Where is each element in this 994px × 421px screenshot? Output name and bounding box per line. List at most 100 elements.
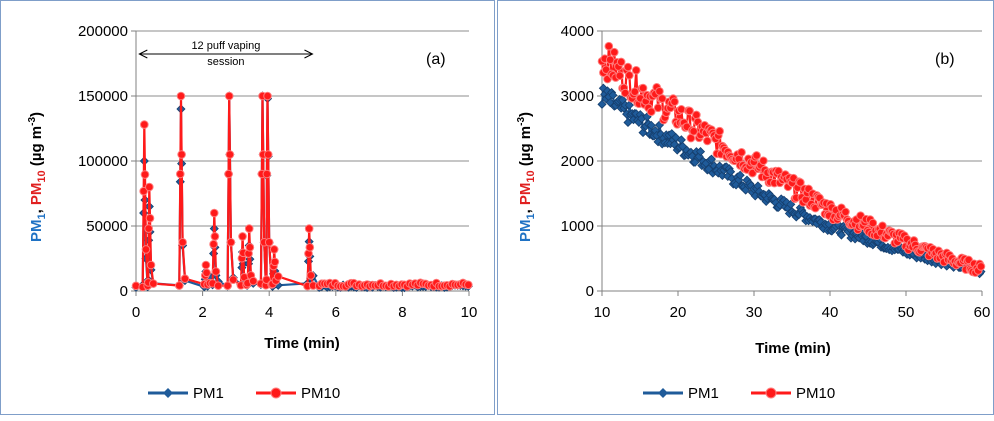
- x-tick-label: 10: [594, 304, 611, 321]
- y-tick-label: 2000: [561, 153, 594, 170]
- pm10-point: [174, 281, 184, 290]
- ylabel-pm1-sub-b: 1: [525, 213, 537, 219]
- y-axis-title-a: PM1, PM10 (µg m-3): [27, 112, 48, 242]
- pm1-point: [624, 100, 634, 110]
- pm10-point: [841, 207, 850, 217]
- legend-pm1-label: PM1: [193, 385, 224, 402]
- y-tick-label: 50000: [86, 218, 128, 235]
- pm10-point: [653, 103, 663, 113]
- pm10-point: [176, 91, 186, 101]
- pm10-point: [306, 271, 316, 280]
- x-tick-label: 0: [132, 304, 140, 321]
- legend-pm10-marker: [765, 387, 777, 399]
- pm10-point: [715, 126, 724, 136]
- pm10-point: [210, 232, 220, 241]
- ylabel-comma-a: ,: [28, 205, 45, 213]
- pm10-point: [631, 65, 641, 75]
- y-tick-label: 150000: [78, 88, 128, 105]
- pm10-point: [796, 178, 805, 187]
- pm10-point: [177, 150, 186, 159]
- y-tick-label: 3000: [561, 88, 594, 105]
- ylabel-units-a: (µg m: [28, 126, 45, 170]
- arrow-right-icon: [304, 49, 314, 59]
- pm10-point: [146, 260, 156, 270]
- ylabel-pm10-b: PM: [517, 183, 534, 206]
- pm10-point: [646, 107, 656, 116]
- panel-label-a: (a): [426, 51, 446, 68]
- pm10-point: [211, 267, 221, 276]
- ylabel-pm1-a: PM: [28, 220, 45, 243]
- pm10-point: [610, 47, 619, 57]
- pm10-point: [269, 245, 279, 254]
- pm10-point: [244, 224, 254, 233]
- x-tick-label: 50: [898, 304, 915, 321]
- pm10-point: [238, 232, 247, 241]
- pm10-point: [140, 170, 150, 179]
- y-tick-label: 200000: [78, 23, 128, 40]
- pm10-point: [175, 169, 185, 179]
- x-tick-label: 4: [265, 304, 273, 321]
- pm10-point: [270, 257, 280, 267]
- pm10-point: [677, 105, 686, 114]
- pm10-point: [604, 41, 614, 51]
- pm10-point: [670, 97, 679, 107]
- pm10-point: [263, 150, 273, 159]
- pm10-point: [616, 57, 626, 67]
- x-axis-title-a: Time (min): [264, 335, 340, 352]
- pm10-point: [141, 245, 151, 254]
- ylabel-sup-b: -3: [516, 117, 527, 126]
- x-tick-label: 60: [974, 304, 991, 321]
- pm10-point: [703, 136, 712, 146]
- pm10-point: [273, 272, 283, 281]
- ylabel-sup-a: -3: [27, 117, 38, 126]
- pm1-point: [695, 147, 706, 157]
- pm10-point: [224, 169, 233, 179]
- pm10-point: [223, 281, 232, 290]
- pm1-point: [608, 90, 618, 100]
- pm10-point: [759, 156, 768, 166]
- legend-pm10-label: PM10: [796, 385, 835, 402]
- pm10-point: [178, 237, 187, 247]
- pm10-point: [213, 281, 223, 291]
- pm10-point: [878, 221, 887, 231]
- x-tick-label: 10: [461, 304, 478, 321]
- pm10-point: [305, 243, 315, 252]
- ylabel-close-b: ): [517, 112, 534, 117]
- pm10-point: [685, 106, 694, 116]
- pm10-point: [689, 126, 698, 136]
- pm10-point: [692, 110, 701, 120]
- pm1-point: [735, 170, 745, 180]
- pm10-point: [657, 94, 667, 103]
- pm10-line: [135, 95, 469, 289]
- pm1-line: [135, 95, 469, 289]
- chart-panel-a: 0 50000 100000 150000 200000 0 2 4 6 8 10 12 puff…: [0, 0, 495, 415]
- y-tick-label: 100000: [78, 153, 128, 170]
- ylabel-close-a: ): [28, 112, 45, 117]
- ylabel-pm10-sub-a: 10: [36, 170, 48, 182]
- ylabel-comma-b: ,: [517, 205, 534, 213]
- legend-pm10-marker: [270, 387, 282, 399]
- pm10-point: [248, 276, 258, 286]
- arrow-left-icon: [138, 49, 148, 59]
- y-tick-label: 1000: [561, 218, 594, 235]
- annotation-line2: session: [207, 56, 244, 68]
- pm10-point: [180, 274, 190, 283]
- pm10-point: [655, 86, 664, 96]
- pm1-point: [836, 230, 846, 240]
- pm10-point: [144, 224, 153, 233]
- pm10-point: [304, 224, 314, 233]
- panel-label-b: (b): [935, 51, 955, 68]
- y-tick-label: 0: [120, 283, 128, 300]
- pm10-point: [625, 71, 634, 80]
- pm10-point: [620, 88, 630, 98]
- pm10-point: [976, 262, 986, 271]
- pm1-point: [706, 154, 717, 164]
- ylabel-pm10-a: PM: [28, 183, 45, 206]
- pm10-point: [225, 150, 235, 159]
- pm10-point: [145, 213, 155, 223]
- x-tick-label: 6: [332, 304, 340, 321]
- legend-pm1-marker: [163, 388, 173, 398]
- pm10-point: [209, 239, 218, 249]
- pm10-point: [202, 268, 211, 278]
